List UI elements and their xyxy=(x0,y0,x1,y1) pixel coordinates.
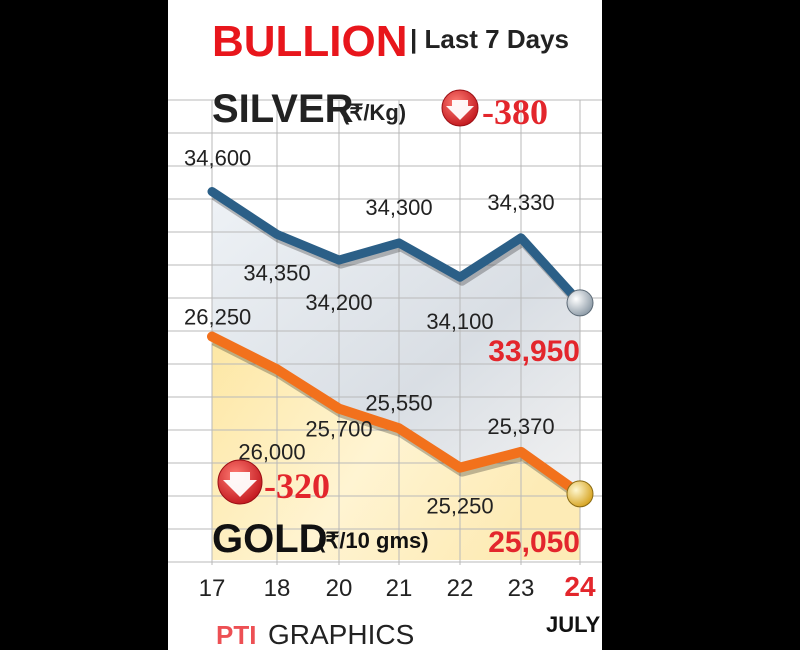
gold-value-label: 26,250 xyxy=(184,305,251,330)
silver-line xyxy=(207,187,585,308)
gold-value-label: 25,050 xyxy=(488,526,580,559)
month-label: JULY xyxy=(546,612,601,637)
x-tick-label: 18 xyxy=(264,575,291,602)
gold-down-arrow-icon xyxy=(217,459,263,505)
silver-title: SILVER xyxy=(212,87,354,131)
gold-value-label: 26,000 xyxy=(238,439,305,464)
silver-value-label: 34,300 xyxy=(365,195,432,220)
gold-end-point xyxy=(566,480,594,508)
gold-unit: (₹/10 gms) xyxy=(318,528,429,553)
x-tick-label: 24 xyxy=(564,571,596,602)
gold-change: -320 xyxy=(264,466,330,506)
gold-title: GOLD xyxy=(212,517,328,561)
credit-text: GRAPHICS xyxy=(268,619,414,650)
silver-value-label: 34,330 xyxy=(487,190,554,215)
silver-value-label: 34,350 xyxy=(243,260,310,285)
x-tick-label: 22 xyxy=(447,575,474,602)
pti-logo: PTI xyxy=(216,620,256,650)
chart-title: BULLION xyxy=(212,17,408,66)
silver-value-label: 33,950 xyxy=(488,335,580,368)
silver-end-point xyxy=(566,289,594,317)
x-tick-label: 17 xyxy=(199,575,226,602)
silver-area xyxy=(212,191,580,494)
bullion-panel: 34,600 34,350 34,200 34,300 34,100 34,330 33,9… xyxy=(168,0,602,650)
gold-area xyxy=(212,336,580,560)
x-tick-label: 21 xyxy=(386,575,413,602)
gold-value-label: 25,370 xyxy=(487,414,554,439)
gold-line xyxy=(207,331,585,499)
silver-change: -380 xyxy=(482,92,548,132)
gold-value-label: 25,550 xyxy=(365,390,432,415)
silver-value-label: 34,600 xyxy=(184,146,251,171)
gold-value-label: 25,700 xyxy=(305,417,372,442)
silver-down-arrow-icon xyxy=(441,89,479,127)
bullion-chart: 34,600 34,350 34,200 34,300 34,100 34,330 33,9… xyxy=(168,17,602,650)
silver-value-label: 34,200 xyxy=(305,290,372,315)
x-tick-label: 23 xyxy=(508,575,535,602)
x-tick-label: 20 xyxy=(326,575,353,602)
silver-unit: (₹/Kg) xyxy=(342,100,406,125)
chart-subtitle: | Last 7 Days xyxy=(410,24,569,54)
gold-value-label: 25,250 xyxy=(426,494,493,519)
silver-value-label: 34,100 xyxy=(426,309,493,334)
